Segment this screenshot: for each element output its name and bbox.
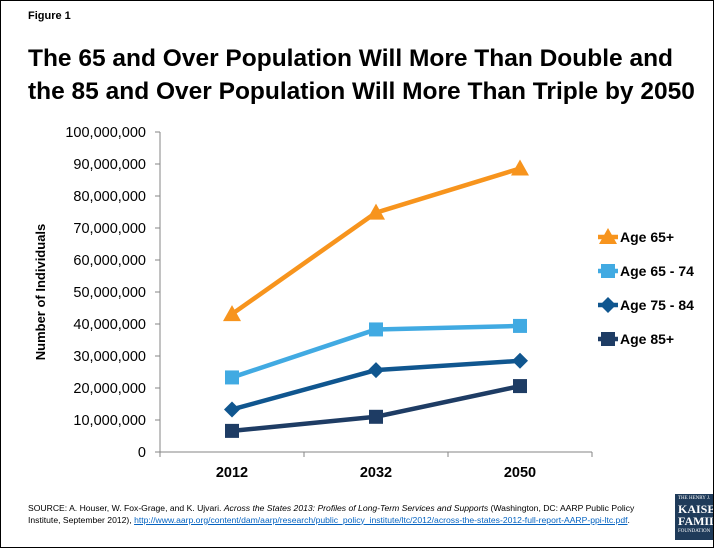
line-chart: 0 10,000,000 20,000,000 30,000,000 40,000,00… xyxy=(33,125,694,481)
legend-item: Age 75 - 84 xyxy=(598,297,694,313)
logo-line-2: KAISER xyxy=(678,502,713,516)
series-age-75-84 xyxy=(224,352,528,418)
y-tick-label: 20,000,000 xyxy=(73,381,146,397)
series-age-65-74 xyxy=(225,318,527,385)
legend-swatch-marker xyxy=(600,297,616,313)
data-point xyxy=(369,322,383,337)
y-tick-label: 60,000,000 xyxy=(73,253,146,269)
legend-item: Age 85+ xyxy=(598,331,674,347)
logo-line-4: FOUNDATION xyxy=(678,529,711,534)
data-point xyxy=(367,203,385,220)
y-tick-label: 80,000,000 xyxy=(73,189,146,205)
legend: Age 65+ Age 65 - 74 Age 75 - 84 Age 85+ xyxy=(598,228,694,347)
source-link[interactable]: http://www.aarp.org/content/dam/aarp/res… xyxy=(134,514,628,525)
legend-label: Age 75 - 84 xyxy=(620,297,694,313)
data-point xyxy=(511,159,529,176)
legend-item: Age 65+ xyxy=(598,228,674,245)
data-point xyxy=(513,318,527,333)
data-point xyxy=(223,305,241,322)
legend-label: Age 85+ xyxy=(620,331,674,347)
figure-label: Figure 1 xyxy=(28,10,71,22)
chart-title: The 65 and Over Population Will More Tha… xyxy=(28,45,695,105)
logo-line-3: FAMILY xyxy=(678,514,713,528)
x-tick-label: 2050 xyxy=(504,465,536,481)
legend-label: Age 65+ xyxy=(620,229,674,245)
logo-line-1: THE HENRY J. xyxy=(678,496,711,501)
series-line xyxy=(231,383,521,434)
data-point xyxy=(224,401,240,418)
series-group xyxy=(223,159,529,438)
y-tick-label: 30,000,000 xyxy=(73,349,146,365)
data-point xyxy=(513,379,527,394)
y-tick-label: 100,000,000 xyxy=(65,125,146,141)
series-age-65 xyxy=(223,159,529,322)
source-prefix: SOURCE: A. Houser, W. Fox-Grage, and K. … xyxy=(28,503,224,513)
y-tick-label: 40,000,000 xyxy=(73,317,146,333)
y-tick-label: 10,000,000 xyxy=(73,413,146,429)
legend-swatch-marker xyxy=(601,264,615,278)
source-note: SOURCE: A. Houser, W. Fox-Grage, and K. … xyxy=(28,503,668,526)
data-point xyxy=(225,423,239,438)
y-tick-label: 90,000,000 xyxy=(73,157,146,173)
x-tick-label: 2032 xyxy=(360,465,392,481)
series-line xyxy=(230,166,521,316)
y-tick-label: 0 xyxy=(138,445,146,461)
legend-item: Age 65 - 74 xyxy=(598,263,694,279)
y-axis-title: Number of Individuals xyxy=(33,224,48,361)
legend-swatch-marker xyxy=(601,332,615,346)
data-point xyxy=(512,352,528,369)
data-point xyxy=(225,370,239,385)
y-tick-label: 50,000,000 xyxy=(73,285,146,301)
y-axis: 0 10,000,000 20,000,000 30,000,000 40,000,00… xyxy=(65,125,161,461)
legend-swatch-marker xyxy=(599,228,617,244)
y-tick-label: 70,000,000 xyxy=(73,221,146,237)
source-title: Across the States 2013: Profiles of Long… xyxy=(223,503,489,513)
x-axis: 2012 2032 2050 xyxy=(159,451,593,481)
kff-logo: THE HENRY J. KAISER FAMILY FOUNDATION xyxy=(675,494,713,540)
source-publisher: (Washington, DC: AARP Public Policy Inst… xyxy=(28,503,635,525)
data-point xyxy=(369,409,383,424)
data-point xyxy=(368,362,384,379)
source-suffix: . xyxy=(627,514,630,525)
x-tick-label: 2012 xyxy=(216,465,248,481)
legend-label: Age 65 - 74 xyxy=(620,263,694,279)
series-age-85 xyxy=(225,379,527,438)
